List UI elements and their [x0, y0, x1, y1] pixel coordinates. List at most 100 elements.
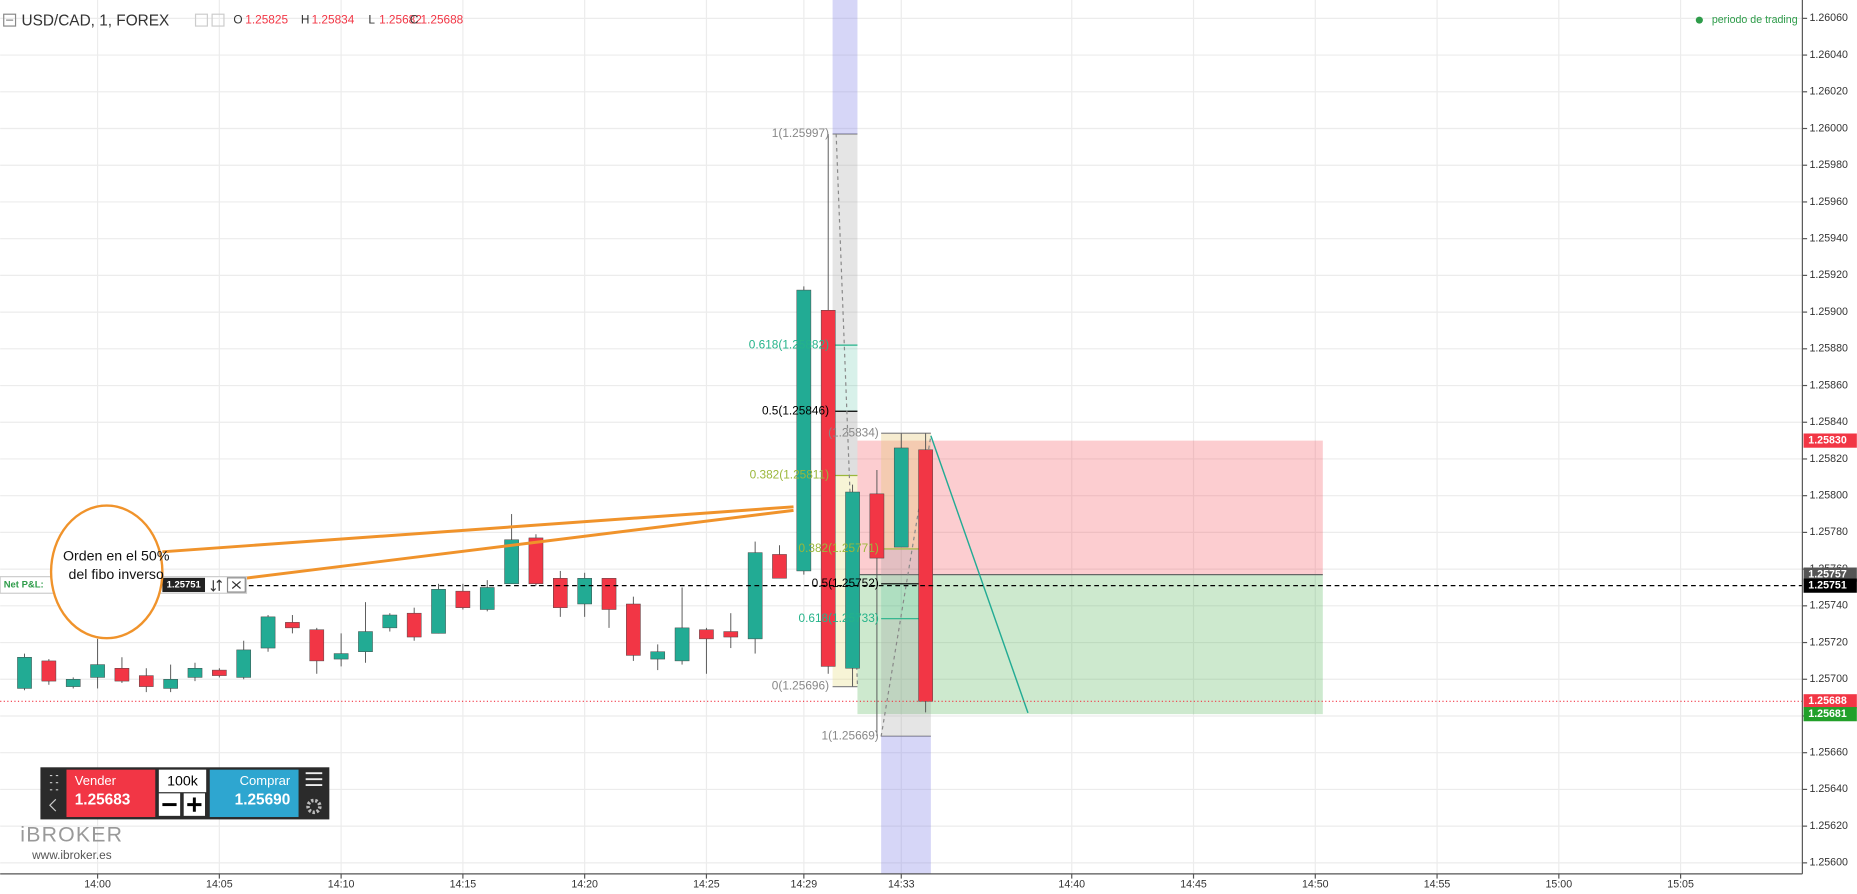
candle-body [528, 537, 544, 585]
fib-zone [832, 411, 858, 476]
x-tick-label: 14:33 [888, 878, 915, 890]
candle-body [650, 651, 666, 660]
candle-body [845, 491, 860, 669]
candle-body [479, 587, 495, 610]
x-tick-label: 14:00 [84, 878, 111, 890]
session-dot [1695, 16, 1703, 24]
annotation-text: Orden en el 50% [63, 548, 170, 564]
reverse-icon[interactable] [210, 579, 223, 592]
candle-body [41, 660, 57, 682]
stop-zone [857, 440, 1323, 575]
candle-body [187, 668, 203, 678]
size-value: 100k [167, 773, 199, 789]
ohlc-label: O [233, 12, 242, 26]
brand-name: iBROKER [20, 823, 123, 847]
candle-body [65, 679, 81, 687]
fib-label: 0.382(1.25771) [799, 541, 879, 555]
annotation-text: del fibo inverso [68, 567, 164, 583]
price-label: 1.25681 [1808, 708, 1847, 720]
x-tick-label: 14:29 [791, 878, 818, 890]
header: USD/CAD, 1, FOREX O 1.25825 H 1.25834 L … [3, 12, 1798, 29]
target-zone [857, 574, 1323, 715]
candle-body [236, 649, 252, 678]
candle-body [699, 629, 714, 640]
fib-label: 1(1.25997) [772, 126, 829, 140]
sell-price: 1.25683 [75, 792, 131, 809]
y-tick-label: 1.25920 [1809, 269, 1848, 281]
x-tick-label: 14:50 [1302, 878, 1329, 890]
x-tick-label: 14:25 [693, 878, 720, 890]
collapse-icon[interactable] [3, 13, 17, 27]
buy-label: Comprar [240, 773, 291, 788]
brand-url: www.ibroker.es [31, 848, 112, 862]
y-tick-label: 1.25700 [1809, 673, 1848, 685]
settings-icon[interactable] [211, 13, 225, 27]
fib-label: 1(1.25669) [822, 728, 879, 742]
price-label-box [1803, 567, 1857, 582]
y-tick-label: 1.25720 [1809, 636, 1848, 648]
candle-body [358, 631, 373, 652]
fib-label: 0.5(1.25752) [812, 576, 879, 590]
price-label-box [1803, 707, 1857, 722]
price-label: 1.25830 [1808, 434, 1847, 446]
sell-button[interactable] [66, 769, 156, 818]
ohlc-value: 1.25688 [421, 12, 464, 26]
candle-body [893, 447, 909, 548]
ohlc-value: 1.25682 [379, 12, 422, 26]
fib-label: (1.25834) [828, 425, 879, 439]
drawings [832, 0, 1323, 874]
net-pnl-price-box [162, 577, 206, 593]
candle-body [260, 616, 276, 649]
candle-body [918, 449, 933, 702]
y-tick-label: 1.25640 [1809, 783, 1848, 795]
buy-button[interactable] [209, 769, 299, 818]
x-tick-label: 15:00 [1546, 878, 1573, 890]
fib-band [881, 736, 931, 874]
y-tick-label: 1.25600 [1809, 857, 1848, 869]
y-tick-label: 1.25660 [1809, 747, 1848, 759]
annotation-line [162, 505, 794, 554]
price-label: 1.25757 [1808, 568, 1847, 580]
y-tick-label: 1.25620 [1809, 820, 1848, 832]
time-axis-bg [0, 873, 1857, 894]
price-label-box [1803, 578, 1857, 593]
x-tick-label: 14:20 [571, 878, 598, 890]
sell-label: Vender [75, 773, 117, 788]
annotation-ellipse [49, 504, 164, 640]
candle-body [820, 310, 836, 667]
candle-body [796, 289, 812, 572]
candle-body [747, 552, 763, 640]
gear-icon[interactable] [306, 798, 322, 815]
candle-body [163, 679, 178, 689]
fib-label: 0.618(1.25733) [799, 611, 879, 625]
x-tick-label: 14:45 [1180, 878, 1207, 890]
candle-body [114, 668, 130, 682]
y-tick-label: 1.25780 [1809, 526, 1848, 538]
fib-label: 0.382(1.25811) [750, 468, 829, 482]
ohlc-value: 1.25825 [245, 12, 288, 26]
y-tick-label: 1.26040 [1809, 49, 1848, 61]
annotation-line [162, 508, 794, 590]
y-tick-label: 1.26020 [1809, 86, 1848, 98]
y-tick-label: 1.25820 [1809, 453, 1848, 465]
fib-zone [832, 134, 858, 346]
size-input[interactable] [158, 769, 207, 793]
visibility-icon[interactable] [194, 13, 208, 27]
candle-body [772, 554, 787, 579]
price-label: 1.25688 [1808, 695, 1847, 707]
x-tick-label: 14:15 [450, 878, 477, 890]
fib-label: 0.5(1.25846) [762, 403, 829, 417]
buy-price: 1.25690 [235, 792, 291, 809]
candle-body [212, 669, 227, 676]
price-label-box [1803, 433, 1857, 448]
candle-body [455, 590, 471, 608]
price-label-box [1803, 694, 1857, 709]
candle-body [504, 539, 519, 585]
menu-icon[interactable] [305, 772, 323, 787]
candle-body [674, 627, 690, 662]
trend-line [930, 435, 1029, 714]
panel-handle[interactable] [49, 774, 59, 812]
